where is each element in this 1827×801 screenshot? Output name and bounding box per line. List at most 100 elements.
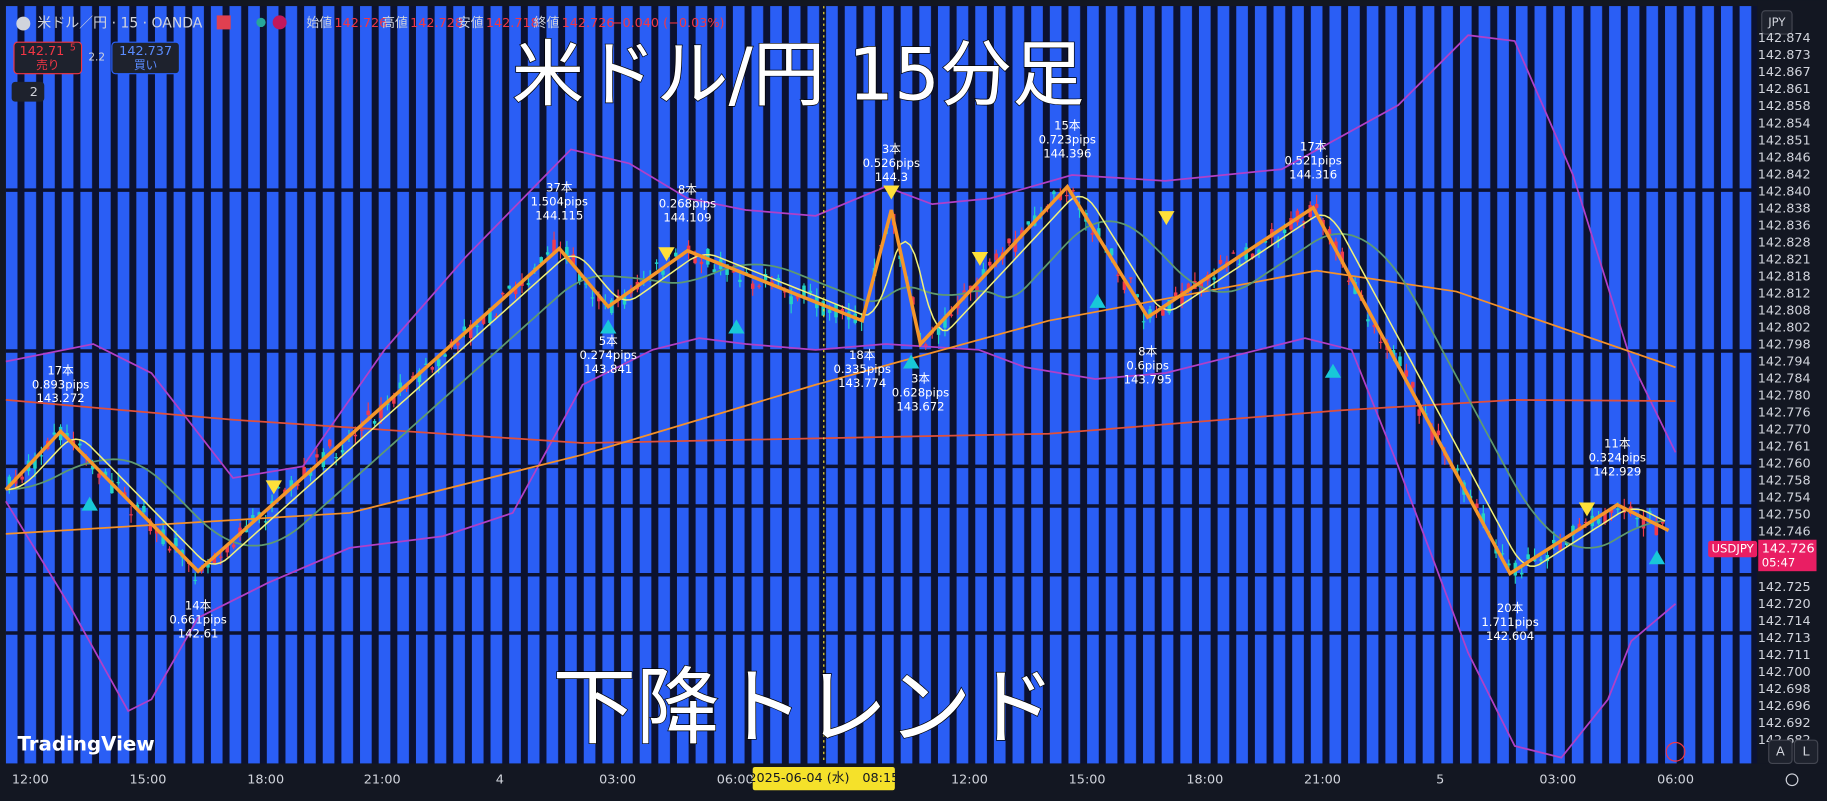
candle-body — [65, 432, 69, 437]
price-label: 142.714 — [1758, 614, 1811, 629]
indicators-toggle[interactable] — [11, 81, 45, 102]
sell-pip[interactable]: 5 — [70, 43, 76, 54]
candle-body — [661, 270, 665, 275]
candle-body — [270, 501, 274, 504]
candle-body — [1545, 554, 1550, 562]
swing-price: 142.929 — [1593, 465, 1641, 479]
ohlc-value: 142.728 — [410, 16, 463, 31]
candle-body — [475, 325, 479, 327]
current-price-badge — [1758, 539, 1817, 572]
candle-body — [135, 504, 140, 509]
sell-signal — [971, 251, 989, 266]
buy-signal — [1089, 293, 1106, 308]
buy-button[interactable] — [111, 41, 181, 75]
candle-body — [1173, 292, 1178, 297]
sell-price[interactable]: 142.71 — [20, 44, 65, 59]
candle-body — [1026, 221, 1031, 225]
time-label: 4 — [496, 772, 504, 787]
symbol-icon — [16, 16, 31, 31]
currency-button[interactable] — [1761, 10, 1793, 35]
candle-body — [366, 410, 370, 415]
candle-body — [1212, 277, 1216, 280]
candle-body — [7, 476, 12, 487]
candle-body — [1539, 559, 1543, 561]
watermark: TradingView — [17, 732, 154, 755]
buy-signal — [1324, 363, 1342, 378]
bollinger-lower — [5, 337, 1677, 759]
alert-icon[interactable] — [1665, 741, 1686, 762]
candle-body — [1135, 294, 1139, 298]
buy-price[interactable]: 142.737 — [119, 44, 172, 59]
candle-body — [1161, 307, 1165, 316]
indicators-count[interactable]: 2 — [30, 85, 38, 100]
price-label: 142.754 — [1758, 491, 1811, 506]
time-label: 06:00 — [717, 772, 754, 787]
auto-label[interactable]: A — [1776, 744, 1785, 759]
swing-pips: 0.268pips — [659, 197, 716, 211]
candle-body — [289, 480, 294, 488]
settings-icon[interactable] — [1785, 773, 1799, 787]
candle-body — [1648, 511, 1652, 513]
status-dot — [272, 15, 287, 30]
candle-body — [295, 484, 300, 486]
candle-body — [1660, 521, 1665, 524]
time-label: 21:00 — [364, 772, 401, 787]
candle-body — [443, 354, 447, 357]
candle-body — [327, 439, 332, 447]
candle-body — [456, 342, 460, 346]
candle-body — [609, 300, 614, 314]
status-dot — [256, 17, 266, 28]
candle-body — [219, 556, 223, 558]
candle-body — [501, 292, 505, 295]
candle-body — [763, 273, 768, 281]
price-label: 142.761 — [1758, 439, 1811, 454]
candle-body — [565, 246, 569, 260]
price-label: 142.874 — [1758, 31, 1811, 46]
time-label: 03:00 — [1539, 772, 1576, 787]
swing-bars: 11本 — [1604, 437, 1631, 451]
sell-label[interactable]: 売り — [36, 58, 59, 72]
sell-signal — [1578, 502, 1596, 517]
candle-body — [212, 556, 217, 564]
candle-body — [404, 385, 409, 390]
candle-body — [1180, 290, 1184, 304]
log-label[interactable]: L — [1802, 744, 1810, 759]
log-button[interactable] — [1793, 739, 1819, 765]
candle-body — [1366, 319, 1370, 322]
candle-body — [97, 473, 101, 478]
candle-body — [1430, 426, 1434, 441]
candle-body — [1346, 280, 1351, 282]
candle-body — [167, 548, 172, 551]
candle-body — [398, 382, 402, 389]
candle-body — [1641, 518, 1646, 529]
price-label: 142.711 — [1758, 648, 1811, 663]
candle-body — [1603, 511, 1607, 523]
price-label: 142.873 — [1758, 48, 1811, 63]
currency[interactable]: JPY — [1767, 15, 1786, 29]
candle-body — [334, 457, 338, 459]
price-label: 142.842 — [1758, 167, 1811, 182]
candle-body — [1635, 517, 1639, 520]
buy-label[interactable]: 買い — [134, 58, 157, 72]
candle-body — [706, 248, 710, 265]
current-symbol-badge — [1708, 540, 1758, 558]
candle-body — [757, 285, 761, 287]
sell-button[interactable] — [13, 41, 83, 75]
candle-body — [526, 283, 531, 285]
candle-body — [750, 283, 755, 289]
sell-signal — [883, 185, 900, 200]
candle-body — [430, 367, 435, 370]
candle-body — [1616, 508, 1620, 510]
candle-body — [1654, 521, 1659, 536]
price-label: 142.858 — [1758, 99, 1811, 114]
time-label: 18:00 — [247, 772, 284, 787]
stripe-background — [5, 6, 1758, 764]
candle-body — [590, 297, 595, 299]
candle-body — [552, 239, 556, 254]
candle-body — [1475, 503, 1479, 509]
candle-body — [1507, 563, 1511, 566]
auto-button[interactable] — [1768, 739, 1793, 765]
candle-body — [654, 262, 659, 264]
candle-body — [1129, 277, 1133, 279]
